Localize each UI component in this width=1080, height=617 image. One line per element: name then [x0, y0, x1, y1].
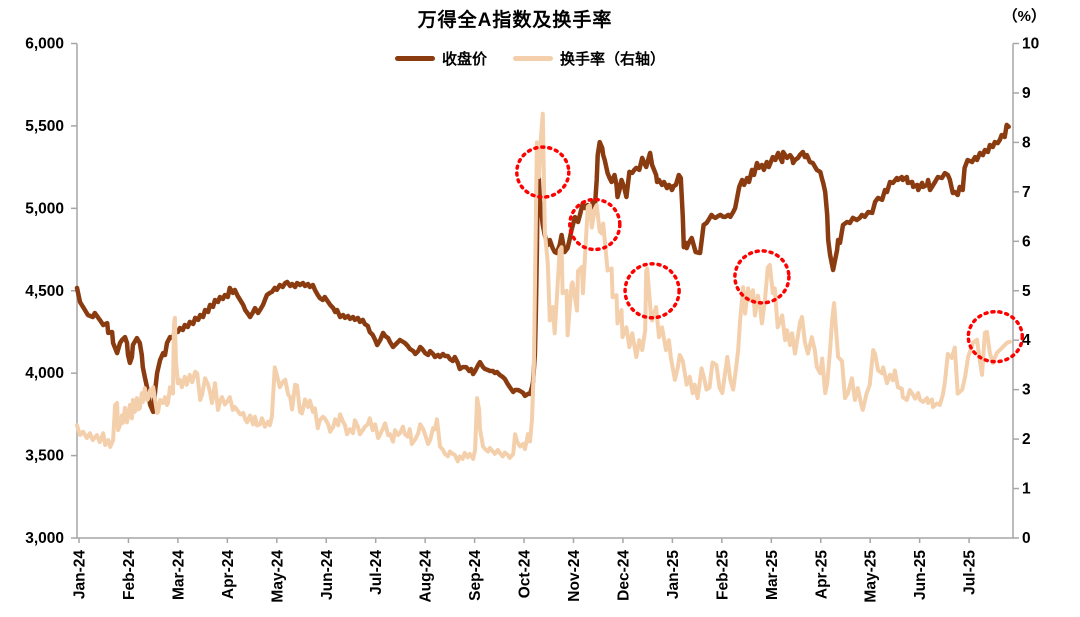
- x-axis-month-label: Jul-25: [962, 550, 979, 595]
- left-axis-tick-label: 5,500: [25, 118, 64, 135]
- chart-legend: 收盘价 换手率（右轴）: [0, 48, 1060, 69]
- x-axis-month-label: Mar-25: [764, 550, 781, 600]
- highlight-circle: [515, 145, 571, 199]
- x-axis-month-label: Feb-24: [121, 550, 138, 600]
- legend-label-turnover: 换手率（右轴）: [560, 51, 666, 68]
- axes-frame: [76, 43, 1014, 539]
- x-axis-month-label: Aug-24: [418, 550, 435, 603]
- x-axis-month-label: Mar-24: [170, 550, 187, 600]
- legend-item-close-price: 收盘价: [394, 48, 487, 69]
- close-price-line: [74, 122, 1011, 415]
- left-axis-tick-label: 4,000: [25, 365, 64, 382]
- x-axis-month-label: Nov-24: [566, 550, 583, 602]
- right-axis-unit-label: （%）: [1002, 8, 1046, 25]
- x-axis-month-label: May-25: [863, 550, 880, 603]
- right-axis-tick-label: 9: [1022, 85, 1031, 102]
- x-axis-month-label: Jun-24: [319, 550, 336, 600]
- right-axis-tick-label: 1: [1022, 481, 1031, 498]
- right-axis-tick-label: 7: [1022, 184, 1031, 201]
- left-axis-tick-label: 5,000: [25, 200, 64, 217]
- right-axis-tick-label: 10: [1022, 36, 1039, 53]
- highlight-circle: [568, 197, 622, 252]
- left-axis-tick-label: 6,000: [25, 36, 64, 53]
- right-axis-tick-label: 8: [1022, 134, 1031, 151]
- x-axis-month-label: Apr-24: [220, 550, 237, 599]
- x-axis-month-label: Oct-24: [517, 550, 534, 599]
- highlight-circle: [733, 249, 791, 305]
- left-axis-tick-label: 4,500: [25, 283, 64, 300]
- legend-label-close-price: 收盘价: [441, 51, 487, 68]
- x-axis-month-label: May-24: [269, 550, 286, 603]
- x-axis-month-label: Apr-25: [813, 550, 830, 599]
- x-axis-month-label: Jul-24: [368, 550, 385, 595]
- x-axis-month-label: Jan-24: [72, 550, 89, 599]
- left-axis-tick-label: 3,500: [25, 448, 64, 465]
- x-axis-month-label: Dec-24: [615, 550, 632, 601]
- x-axis-month-label: Feb-25: [714, 550, 731, 600]
- x-axis-month-label: Jan-25: [665, 550, 682, 599]
- close-price-line-swatch: [394, 56, 435, 61]
- chart-title: 万得全A指数及换手率: [417, 10, 613, 31]
- turnover-line: [75, 111, 1013, 464]
- highlight-circle: [966, 309, 1025, 364]
- right-axis-tick-label: 2: [1022, 431, 1031, 448]
- highlight-circle: [623, 262, 681, 320]
- x-axis-month-label: Sep-24: [467, 550, 484, 601]
- left-axis-tick-label: 3,000: [25, 530, 64, 547]
- right-axis-tick-label: 0: [1022, 530, 1031, 547]
- x-axis-month-label: Jun-25: [912, 550, 929, 600]
- right-axis-tick-label: 5: [1022, 283, 1031, 300]
- right-axis-tick-label: 4: [1022, 332, 1031, 349]
- legend-item-turnover: 换手率（右轴）: [513, 48, 665, 69]
- right-axis-tick-label: 3: [1022, 382, 1031, 399]
- turnover-line-swatch: [513, 56, 553, 61]
- right-axis-tick-label: 6: [1022, 233, 1031, 250]
